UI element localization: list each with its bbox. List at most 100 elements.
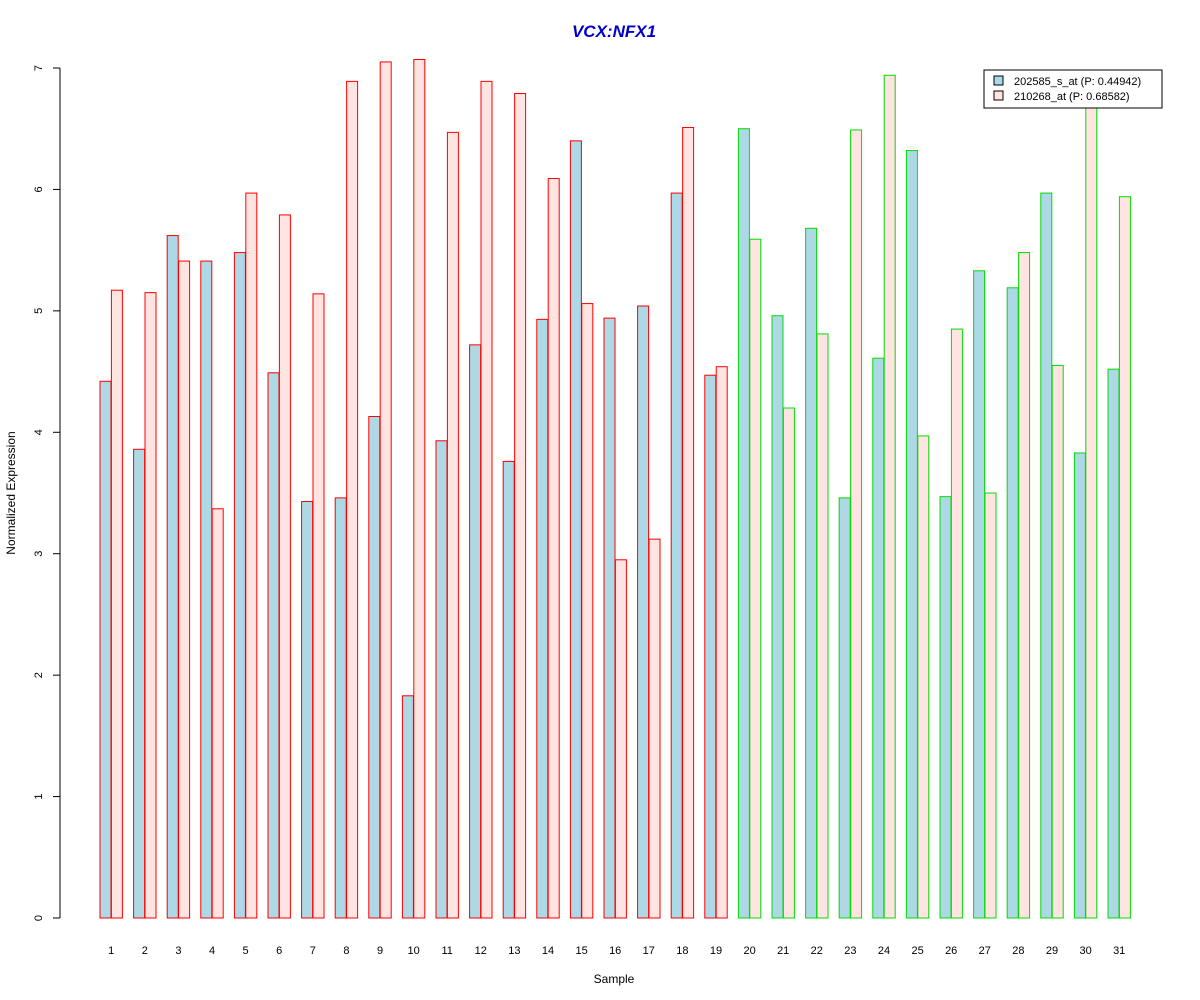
- x-tick-label: 16: [609, 945, 621, 957]
- bar-series-1-sample-20: [737, 128, 750, 919]
- bar-series-2-sample-31: [1118, 196, 1131, 919]
- x-tick-label: 9: [377, 945, 383, 957]
- x-tick-label: 14: [542, 945, 554, 957]
- bar-series-1-sample-29: [1040, 192, 1053, 919]
- bar-series-2-sample-17: [648, 538, 661, 919]
- bar-series-2-sample-20: [749, 238, 762, 919]
- bar-series-2-sample-27: [984, 492, 997, 919]
- y-tick-label: 4: [33, 429, 45, 435]
- bar-series-2-sample-6: [278, 214, 291, 919]
- x-tick-label: 15: [575, 945, 587, 957]
- bar-series-2-sample-21: [782, 407, 795, 919]
- x-tick-label: 7: [310, 945, 316, 957]
- bar-series-2-sample-19: [715, 366, 728, 919]
- y-tick-label: 1: [33, 794, 45, 800]
- bar-series-1-sample-30: [1073, 452, 1086, 919]
- bar-series-1-sample-12: [469, 344, 482, 919]
- bar-series-2-sample-1: [110, 289, 123, 919]
- bar-series-1-sample-23: [838, 497, 851, 919]
- x-tick-label: 12: [475, 945, 487, 957]
- bar-series-2-sample-15: [581, 303, 594, 919]
- bar-series-1-sample-24: [872, 357, 885, 919]
- bar-series-1-sample-2: [133, 448, 146, 919]
- x-tick-label: 1: [108, 945, 114, 957]
- x-tick-label: 26: [945, 945, 957, 957]
- y-tick-label: 6: [33, 186, 45, 192]
- x-tick-label: 31: [1113, 945, 1125, 957]
- bar-series-2-sample-10: [413, 59, 426, 919]
- x-tick-label: 4: [209, 945, 215, 957]
- x-tick-label: 13: [508, 945, 520, 957]
- bar-series-1-sample-31: [1107, 368, 1120, 919]
- bar-series-1-sample-6: [267, 372, 280, 919]
- x-tick-label: 19: [710, 945, 722, 957]
- y-tick-label: 5: [33, 308, 45, 314]
- bar-series-2-sample-16: [614, 559, 627, 919]
- bar-series-1-sample-27: [973, 270, 986, 919]
- bar-series-1-sample-15: [569, 140, 582, 919]
- bar-series-2-sample-28: [1018, 252, 1031, 919]
- bar-series-1-sample-9: [368, 416, 381, 919]
- bar-series-1-sample-28: [1006, 287, 1019, 919]
- y-axis-label: Normalized Expression: [4, 431, 18, 554]
- x-tick-label: 6: [276, 945, 282, 957]
- legend-box: [983, 69, 1163, 109]
- x-tick-label: 24: [878, 945, 890, 957]
- bar-series-2-sample-26: [950, 328, 963, 919]
- bar-series-1-sample-16: [603, 317, 616, 919]
- bar-series-1-sample-21: [771, 315, 784, 919]
- bar-series-1-sample-7: [301, 501, 314, 919]
- chart-title: VCX:NFX1: [572, 22, 656, 41]
- bar-series-1-sample-22: [805, 227, 818, 919]
- legend-label-series-2: 210268_at (P: 0.68582): [1014, 91, 1130, 103]
- x-tick-label: 20: [743, 945, 755, 957]
- bar-series-2-sample-14: [547, 178, 560, 919]
- x-tick-label: 17: [643, 945, 655, 957]
- legend-swatch-series-2: [993, 90, 1004, 101]
- bar-series-2-sample-12: [480, 80, 493, 919]
- x-tick-labels: 1 2 3 4 5 6 7 8 9 10 11 12 13 14 15 16 17 18 19 20 21 22 23 24 2…: [108, 945, 1125, 957]
- bar-series-1-sample-8: [334, 497, 347, 919]
- bar-series-1-sample-19: [704, 374, 717, 919]
- bar-series-2-sample-3: [178, 260, 191, 919]
- bar-series-1-sample-3: [166, 235, 179, 919]
- bar-series-2-sample-11: [446, 131, 459, 919]
- y-tick-label: 7: [33, 65, 45, 71]
- legend-swatch-series-1: [993, 75, 1004, 86]
- x-tick-label: 3: [175, 945, 181, 957]
- bars-group: [99, 59, 1131, 919]
- x-tick-label: 10: [407, 945, 419, 957]
- bar-series-2-sample-9: [379, 61, 392, 919]
- x-tick-label: 23: [844, 945, 856, 957]
- bar-series-1-sample-13: [502, 460, 515, 919]
- bar-series-2-sample-13: [514, 93, 527, 919]
- x-tick-label: 28: [1012, 945, 1024, 957]
- bar-series-2-sample-23: [850, 129, 863, 919]
- bar-series-2-sample-8: [346, 80, 359, 919]
- y-tick-label: 0: [33, 915, 45, 921]
- x-tick-label: 2: [142, 945, 148, 957]
- bar-series-2-sample-30: [1085, 106, 1098, 919]
- bar-series-2-sample-2: [144, 292, 157, 919]
- bar-series-2-sample-29: [1051, 365, 1064, 919]
- x-tick-label: 8: [343, 945, 349, 957]
- bar-series-1-sample-1: [99, 380, 112, 919]
- x-tick-label: 25: [911, 945, 923, 957]
- x-tick-label: 29: [1046, 945, 1058, 957]
- bar-series-2-sample-4: [211, 508, 224, 919]
- bar-series-1-sample-18: [670, 192, 683, 919]
- x-tick-label: 22: [811, 945, 823, 957]
- bar-series-1-sample-14: [536, 318, 549, 919]
- y-axis: 0 1 2 3 4 5 6 7: [33, 65, 61, 921]
- bar-series-2-sample-25: [917, 435, 930, 919]
- bar-series-1-sample-25: [905, 150, 918, 919]
- bar-series-1-sample-17: [637, 305, 650, 919]
- bar-series-2-sample-24: [883, 74, 896, 919]
- bar-series-2-sample-18: [682, 127, 695, 919]
- x-axis-label: Sample: [594, 972, 635, 986]
- legend: 202585_s_at (P: 0.44942) 210268_at (P: 0…: [983, 69, 1163, 109]
- bar-series-1-sample-4: [200, 260, 213, 919]
- x-tick-label: 11: [441, 945, 452, 957]
- bar-series-2-sample-22: [816, 333, 829, 919]
